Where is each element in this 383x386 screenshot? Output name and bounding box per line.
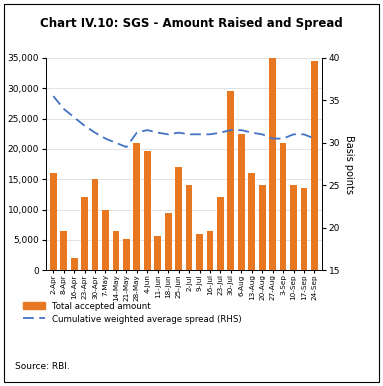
Cumulative weighted average spread (RHS) [249,130,254,135]
Cumulative weighted average spread (RHS) [218,130,223,135]
Cumulative weighted average spread (RHS) [155,130,160,135]
Cumulative weighted average spread (RHS) [134,130,139,135]
Cumulative weighted average spread (RHS) [114,141,118,145]
Cumulative weighted average spread (RHS) [82,124,87,128]
Text: Source: RBI.: Source: RBI. [15,362,70,371]
Bar [217,197,224,270]
Bar [259,185,265,270]
Cumulative weighted average spread (RHS) [187,132,192,137]
Bar [165,213,172,270]
Bar [248,173,255,270]
Bar [301,188,307,270]
Bar [154,235,161,270]
Cumulative weighted average spread (RHS) [281,136,285,141]
Cumulative weighted average spread (RHS) [270,136,275,141]
Bar [71,258,77,270]
Bar [113,231,119,270]
Cumulative weighted average spread (RHS) [93,130,97,135]
Cumulative weighted average spread (RHS) [229,128,233,132]
Cumulative weighted average spread (RHS) [124,145,129,149]
Cumulative weighted average spread (RHS) [239,128,244,132]
Bar [196,234,203,270]
Bar [206,231,213,270]
Bar [228,91,234,270]
Bar [175,167,182,270]
Cumulative weighted average spread (RHS) [176,130,181,135]
Bar [102,210,109,270]
Cumulative weighted average spread (RHS) [145,128,150,132]
Cumulative weighted average spread (RHS) [291,132,296,137]
Bar [50,173,57,270]
Y-axis label: Basis points: Basis points [344,135,354,193]
Cumulative weighted average spread (RHS) [197,132,202,137]
Bar [280,143,286,270]
Bar [269,58,276,270]
Bar [238,134,245,270]
Bar [311,61,318,270]
Bar [61,231,67,270]
Cumulative weighted average spread (RHS) [312,136,317,141]
Bar [186,185,193,270]
Cumulative weighted average spread (RHS) [208,132,212,137]
Cumulative weighted average spread (RHS) [302,132,306,137]
Bar [92,179,98,270]
Cumulative weighted average spread (RHS) [103,136,108,141]
Cumulative weighted average spread (RHS) [166,132,170,137]
Cumulative weighted average spread (RHS) [260,132,265,137]
Cumulative weighted average spread (RHS) [51,94,56,98]
Cumulative weighted average spread (RHS) [61,107,66,111]
Bar [133,143,140,270]
Bar [81,197,88,270]
Y-axis label: ₹ crore: ₹ crore [0,147,3,181]
Legend: Total accepted amount, Cumulative weighted average spread (RHS): Total accepted amount, Cumulative weight… [23,301,242,324]
Cumulative weighted average spread (RHS) [72,115,77,120]
Text: Chart IV.10: SGS - Amount Raised and Spread: Chart IV.10: SGS - Amount Raised and Spr… [40,17,343,30]
Bar [144,151,151,270]
Bar [290,185,297,270]
Line: Cumulative weighted average spread (RHS): Cumulative weighted average spread (RHS) [53,96,314,147]
Bar [123,239,130,270]
